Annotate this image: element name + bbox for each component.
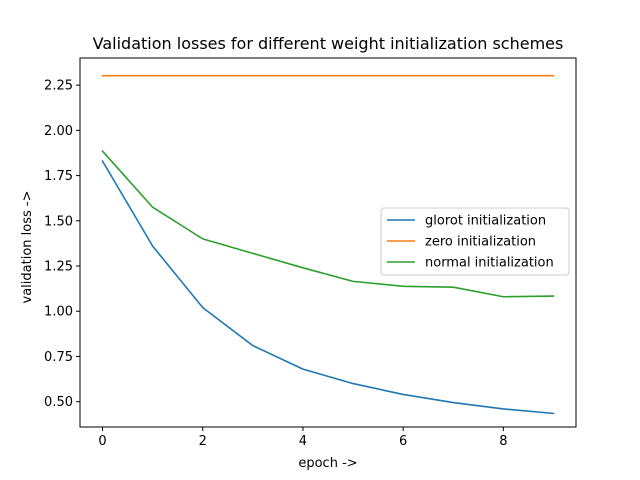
series-line-2	[101, 150, 555, 298]
y-tick-label: 1.00	[44, 305, 73, 320]
plot-frame	[79, 57, 577, 428]
legend-label-0: glorot initialization	[425, 214, 546, 229]
legend-box	[380, 207, 570, 276]
y-tick-label: 1.50	[44, 214, 73, 229]
y-tick-label: 0.75	[44, 350, 73, 365]
x-tick-label: 6	[399, 434, 407, 449]
y-tick-label: 1.25	[44, 260, 73, 275]
x-tick-label: 4	[299, 434, 307, 449]
legend: glorot initialization zero initialization…	[380, 207, 570, 276]
x-tick-label: 2	[199, 434, 207, 449]
y-tick-label: 2.25	[44, 79, 73, 94]
x-axis-label: epoch ->	[298, 456, 357, 471]
y-tick-label: 0.50	[44, 395, 73, 410]
y-axis-label: validation loss ->	[20, 191, 35, 304]
chart-title: Validation losses for different weight i…	[93, 34, 564, 53]
y-tick-label: 1.75	[44, 169, 73, 184]
legend-label-1: zero initialization	[425, 235, 536, 250]
x-tick-label: 0	[98, 434, 106, 449]
legend-label-2: normal initialization	[425, 256, 554, 271]
x-axis: 0 2 4 6 8	[98, 427, 507, 449]
plot-area	[101, 74, 555, 415]
series-line-0	[101, 160, 555, 415]
y-tick-label: 2.00	[44, 124, 73, 139]
x-tick-label: 8	[499, 434, 507, 449]
y-axis: 0.50 0.75 1.00 1.25 1.50 1.75 2.00 2.25	[44, 79, 80, 410]
